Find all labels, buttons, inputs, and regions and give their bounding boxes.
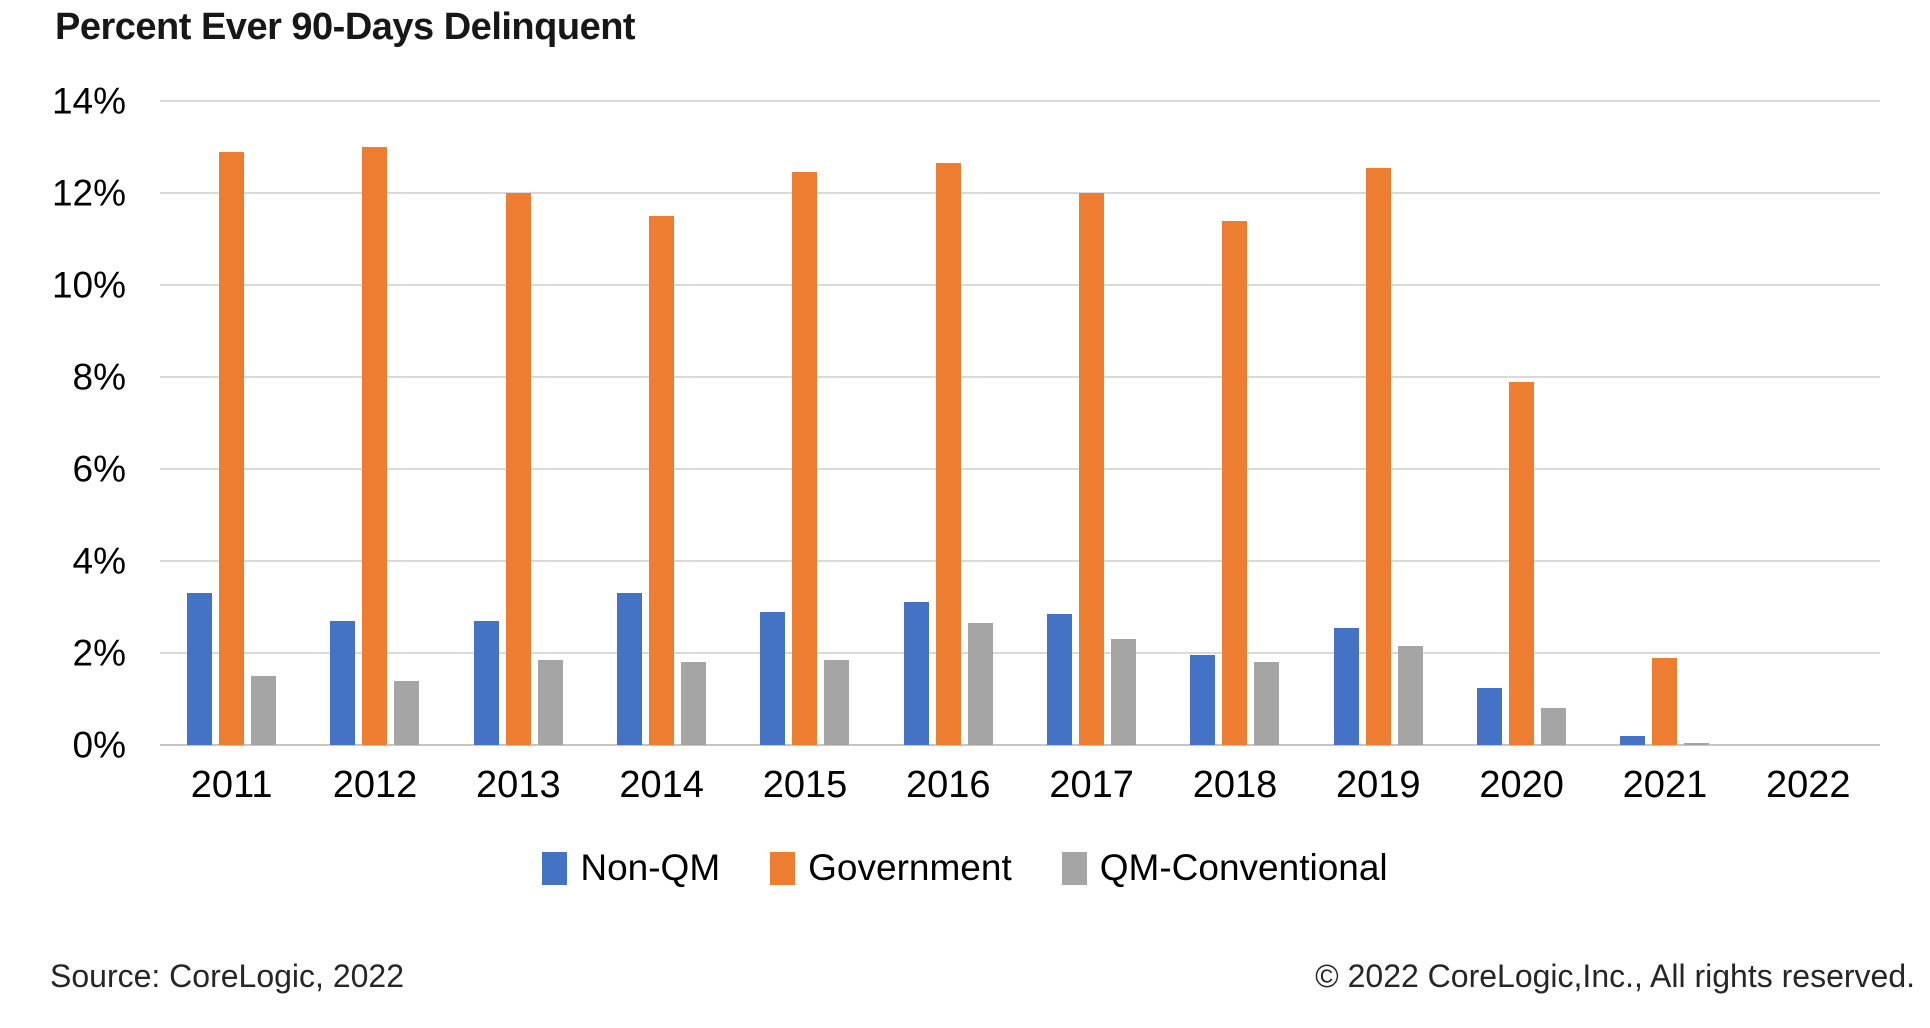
- bar-cluster-2011: [160, 101, 303, 745]
- x-tick-label-2021: 2021: [1622, 764, 1708, 806]
- bar-clusters: [160, 101, 1880, 745]
- bar-qm-conventional-2011: [251, 676, 277, 745]
- bar-government-2021: [1652, 657, 1678, 745]
- plot-area: [160, 100, 1880, 746]
- x-tick-label-2016: 2016: [906, 764, 991, 806]
- gridline-10%: [160, 284, 1880, 286]
- x-tick-label-2013: 2013: [476, 764, 561, 806]
- bar-government-2011: [219, 151, 245, 745]
- bar-cluster-2015: [733, 101, 876, 745]
- gridline-8%: [160, 376, 1880, 379]
- bar-government-2015: [792, 172, 818, 745]
- bar-government-2013: [505, 193, 531, 745]
- legend-item-non-qm: Non-QM: [542, 847, 720, 889]
- legend-label-non-qm: Non-QM: [580, 847, 721, 888]
- bar-non-qm-2017: [1047, 613, 1073, 745]
- bar-government-2012: [362, 147, 388, 745]
- legend-marker-icon-non-qm: [542, 851, 568, 885]
- y-tick-label-2%: 2%: [72, 632, 126, 674]
- bar-qm-conventional-2013: [537, 659, 563, 745]
- gridline-12%: [160, 192, 1880, 194]
- bar-government-2014: [649, 216, 675, 745]
- legend-marker-icon-qm-conventional: [1061, 851, 1087, 885]
- legend-item-government: Government: [770, 847, 1012, 889]
- y-axis: 0% 2% 4% 6% 8% 10% 12% 14%: [0, 83, 126, 764]
- y-tick-label-12%: 12%: [51, 172, 126, 214]
- bar-qm-conventional-2020: [1541, 708, 1567, 745]
- bar-cluster-2014: [590, 101, 733, 745]
- footer-copyright-text: © 2022 CoreLogic,Inc., All rights reserv…: [1315, 958, 1915, 994]
- legend-label-government: Government: [808, 847, 1012, 888]
- bar-qm-conventional-2016: [967, 623, 993, 745]
- x-tick-label-2019: 2019: [1336, 764, 1421, 806]
- bar-cluster-2018: [1163, 101, 1306, 745]
- x-axis: 2011 2012 2013 2014 2015 2016 2017 2018 2019 2020…: [160, 764, 1880, 807]
- bar-government-2019: [1365, 167, 1391, 745]
- bar-cluster-2019: [1307, 101, 1450, 745]
- bar-cluster-2021: [1593, 101, 1736, 745]
- bar-non-qm-2020: [1477, 687, 1503, 745]
- chart-title: Percent Ever 90-Days Delinquent: [55, 6, 636, 48]
- bar-non-qm-2014: [617, 593, 643, 745]
- bar-non-qm-2011: [187, 593, 213, 745]
- bar-non-qm-2013: [473, 620, 499, 745]
- bar-cluster-2017: [1020, 101, 1163, 745]
- x-tick-label-2018: 2018: [1192, 764, 1278, 806]
- y-tick-label-0%: 0%: [72, 724, 126, 766]
- bar-government-2016: [935, 163, 961, 745]
- x-tick-label-2017: 2017: [1049, 764, 1134, 806]
- bar-non-qm-2016: [903, 602, 929, 745]
- bar-non-qm-2021: [1620, 735, 1646, 745]
- gridline-4%: [160, 560, 1880, 563]
- bar-non-qm-2015: [760, 611, 786, 745]
- bar-government-2020: [1509, 381, 1535, 745]
- bar-government-2017: [1079, 193, 1105, 745]
- legend-item-qm-conventional: QM-Conventional: [1061, 847, 1388, 889]
- footer-source-text: Source: CoreLogic, 2022: [50, 958, 404, 994]
- bar-cluster-2016: [877, 101, 1020, 745]
- x-tick-label-2020: 2020: [1479, 764, 1564, 806]
- y-tick-label-8%: 8%: [72, 356, 126, 398]
- bar-non-qm-2012: [330, 620, 356, 745]
- bar-qm-conventional-2019: [1397, 646, 1423, 745]
- x-tick-label-2014: 2014: [619, 764, 704, 806]
- bar-qm-conventional-2014: [681, 662, 707, 745]
- x-axis-line: [160, 744, 1880, 746]
- bar-non-qm-2019: [1333, 627, 1359, 745]
- bar-qm-conventional-2015: [824, 659, 850, 745]
- y-tick-label-14%: 14%: [51, 80, 126, 122]
- x-tick-label-2011: 2011: [190, 764, 273, 806]
- y-tick-label-4%: 4%: [72, 540, 126, 582]
- bar-qm-conventional-2018: [1254, 662, 1280, 745]
- bar-government-2018: [1222, 220, 1248, 745]
- gridline-14%: [160, 100, 1880, 102]
- legend: Non-QM Government QM-Conventional: [0, 842, 1930, 894]
- bar-cluster-2022: [1737, 101, 1880, 745]
- y-tick-label-10%: 10%: [51, 264, 126, 306]
- bar-non-qm-2018: [1190, 655, 1216, 745]
- bar-qm-conventional-2012: [394, 680, 420, 745]
- legend-marker-icon-government: [770, 851, 796, 885]
- x-tick-label-2015: 2015: [762, 764, 848, 806]
- bar-qm-conventional-2021: [1684, 742, 1710, 745]
- x-tick-label-2012: 2012: [332, 764, 418, 806]
- bar-cluster-2012: [303, 101, 446, 745]
- bar-cluster-2020: [1450, 101, 1593, 745]
- legend-label-qm-conventional: QM-Conventional: [1099, 847, 1388, 888]
- gridline-6%: [160, 468, 1880, 470]
- x-tick-label-2022: 2022: [1766, 764, 1851, 806]
- bar-cluster-2013: [447, 101, 590, 745]
- y-tick-label-6%: 6%: [72, 448, 126, 490]
- bar-qm-conventional-2017: [1111, 639, 1137, 745]
- gridline-2%: [160, 652, 1880, 655]
